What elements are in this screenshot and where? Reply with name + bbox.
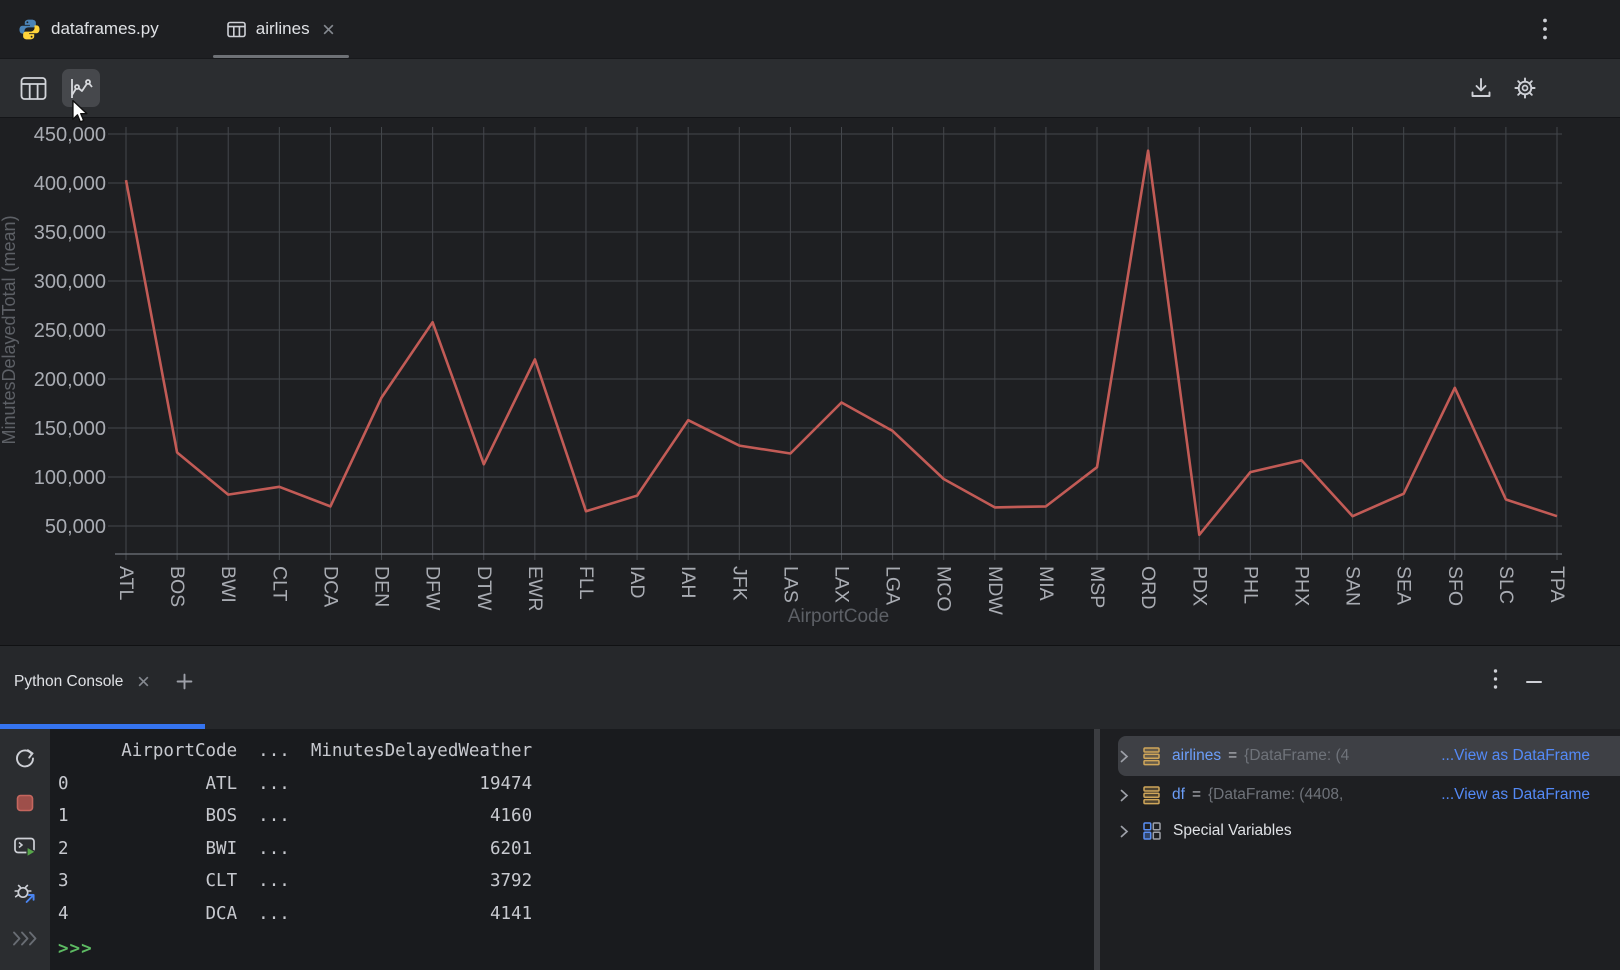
x-axis-title: AirportCode xyxy=(788,606,889,627)
y-tick-label: 400,000 xyxy=(34,173,106,195)
x-tick-label: MSP xyxy=(1086,566,1108,608)
x-tick-label: BWI xyxy=(217,566,239,603)
x-tick-label: PHX xyxy=(1290,566,1312,606)
download-icon[interactable] xyxy=(1462,69,1500,107)
x-tick-label: PHL xyxy=(1239,566,1261,604)
variable-value: {DataFrame: (4 xyxy=(1244,747,1350,764)
y-tick-label: 250,000 xyxy=(34,320,106,342)
expand-chevrons-icon[interactable] xyxy=(12,931,39,951)
settings-gear-icon[interactable] xyxy=(1506,69,1544,107)
chevron-right-icon[interactable] xyxy=(1120,825,1129,838)
gridlines xyxy=(108,127,1562,560)
editor-tab-bar: dataframes.py airlines xyxy=(0,0,1620,59)
chevron-right-icon[interactable] xyxy=(1120,789,1129,802)
minimize-icon[interactable] xyxy=(1526,680,1542,683)
tab-dataframes-py[interactable]: dataframes.py xyxy=(4,0,173,58)
equals-sign: = xyxy=(1191,786,1201,803)
x-tick-label: FLL xyxy=(575,566,597,600)
x-tick-label: SLC xyxy=(1495,566,1517,604)
y-tick-label: 150,000 xyxy=(34,418,106,440)
y-tick-label: 100,000 xyxy=(34,467,106,489)
x-tick-label: DTW xyxy=(473,566,495,611)
rerun-icon[interactable] xyxy=(14,747,36,774)
variable-value: {DataFrame: (4408, xyxy=(1208,786,1344,803)
tab-label: airlines xyxy=(255,19,310,38)
x-tick-label: LAX xyxy=(831,566,853,603)
console-toolbar xyxy=(0,729,50,970)
x-tick-label: IAD xyxy=(626,566,648,599)
x-tick-label: MIA xyxy=(1035,566,1057,601)
variable-row-df[interactable]: df = {DataFrame: (4408, ...View as DataF… xyxy=(1100,778,1620,812)
attach-debugger-icon[interactable] xyxy=(13,883,37,911)
x-tick-label: MCO xyxy=(933,566,955,612)
variable-row-airlines[interactable]: airlines = {DataFrame: (4 ...View as Dat… xyxy=(1118,736,1620,776)
x-tick-label: PDX xyxy=(1188,566,1210,606)
x-tick-label: MDW xyxy=(984,566,1006,615)
special-variables-row[interactable]: Special Variables xyxy=(1100,814,1620,848)
dataframe-icon xyxy=(1143,746,1160,766)
line-chart[interactable]: 50,000 100,000 150,000 200,000 250,000 300,00… xyxy=(0,118,1620,645)
console-prompt[interactable]: >>> xyxy=(58,938,93,959)
y-tick-label: 200,000 xyxy=(34,369,106,391)
special-variables-icon xyxy=(1143,822,1161,840)
y-tick-label: 300,000 xyxy=(34,271,106,293)
tab-python-console[interactable]: Python Console xyxy=(14,672,124,690)
variables-panel: airlines = {DataFrame: (4 ...View as Dat… xyxy=(1100,729,1620,970)
close-icon[interactable] xyxy=(137,675,150,688)
python-console-panel: Python Console xyxy=(0,645,1620,970)
plus-icon[interactable] xyxy=(176,673,193,690)
x-tick-label: LGA xyxy=(882,566,904,605)
variable-name: df xyxy=(1172,786,1185,803)
x-tick-label: ORD xyxy=(1137,566,1159,609)
console-header: Python Console xyxy=(0,646,1620,729)
y-tick-label: 350,000 xyxy=(34,222,106,244)
active-tab-underline xyxy=(212,55,349,58)
x-tick-label: IAH xyxy=(677,566,699,599)
close-icon[interactable] xyxy=(322,23,335,36)
panel-splitter[interactable] xyxy=(1094,729,1100,970)
chart-view-button[interactable] xyxy=(62,69,100,107)
x-tick-label: SFO xyxy=(1444,566,1466,606)
python-icon xyxy=(18,18,41,41)
y-axis-title: MinutesDelayedTotal (mean) xyxy=(0,215,19,444)
chart-canvas: 50,000 100,000 150,000 200,000 250,000 300,00… xyxy=(0,124,1568,627)
x-tick-label: SAN xyxy=(1342,566,1364,606)
special-variables-label: Special Variables xyxy=(1173,822,1292,839)
x-tick-label: SEA xyxy=(1393,566,1415,605)
run-console-icon[interactable] xyxy=(13,837,37,863)
data-series-line xyxy=(124,149,1558,537)
chevron-right-icon[interactable] xyxy=(1120,750,1129,763)
tab-airlines[interactable]: airlines xyxy=(212,0,349,58)
x-tick-label: JFK xyxy=(728,566,750,601)
dataframe-toolbar xyxy=(0,59,1620,118)
y-tick-label: 450,000 xyxy=(34,124,106,146)
table-view-button[interactable] xyxy=(14,69,52,107)
x-tick-label: BOS xyxy=(166,566,188,607)
dataframe-icon xyxy=(1143,785,1160,805)
x-tick-label: EWR xyxy=(524,566,546,612)
kebab-menu-icon[interactable] xyxy=(1493,668,1498,695)
console-output[interactable]: AirportCode ... MinutesDelayedWeather 0 … xyxy=(50,729,1094,970)
stop-icon[interactable] xyxy=(16,794,34,817)
active-tab-underline xyxy=(0,724,205,729)
kebab-menu-icon[interactable] xyxy=(1542,17,1548,41)
equals-sign: = xyxy=(1228,747,1238,764)
dataframe-head-output: AirportCode ... MinutesDelayedWeather 0 … xyxy=(58,741,533,924)
table-icon xyxy=(226,21,246,38)
x-tick-label: DCA xyxy=(319,566,341,607)
x-tick-label: DEN xyxy=(371,566,393,607)
x-tick-label: ATL xyxy=(115,566,137,600)
tab-label: dataframes.py xyxy=(51,19,159,38)
view-as-dataframe-link[interactable]: ...View as DataFrame xyxy=(1441,747,1590,764)
variable-name: airlines xyxy=(1172,747,1222,764)
x-tick-label: CLT xyxy=(268,566,290,601)
y-tick-label: 50,000 xyxy=(45,516,106,538)
view-as-dataframe-link[interactable]: ...View as DataFrame xyxy=(1441,786,1590,803)
x-tick-label: DFW xyxy=(422,566,444,611)
x-tick-label: TPA xyxy=(1546,566,1568,602)
x-tick-label: LAS xyxy=(779,566,801,603)
